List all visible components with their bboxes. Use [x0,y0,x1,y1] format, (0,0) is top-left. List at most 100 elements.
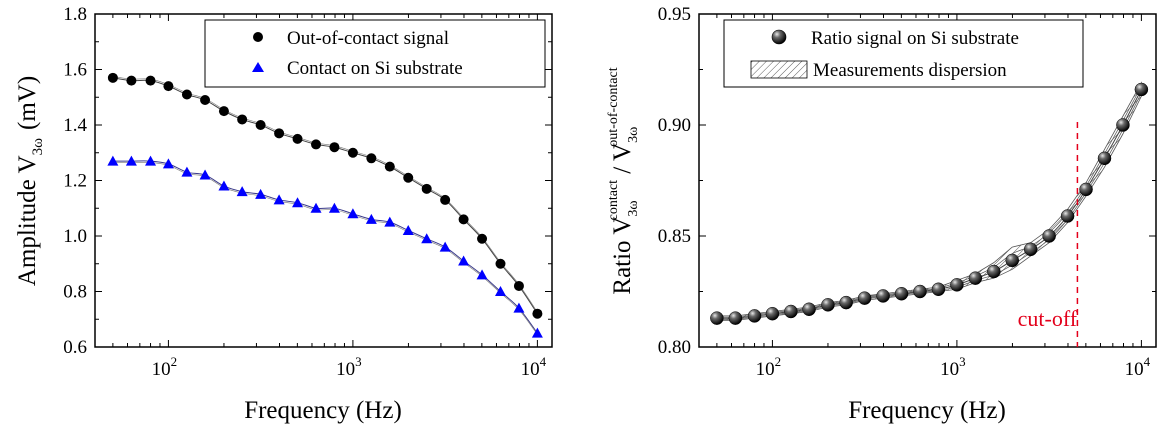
x-tick-label-exp: 4 [540,354,547,369]
legend-label-out-of-contact: Out-of-contact signal [287,28,449,49]
chart-right-ylabel-main: Ratio V [609,217,636,295]
chart-right-data-layer [710,81,1149,325]
data-point [1116,118,1130,132]
data-point [181,166,193,177]
data-point [821,298,835,312]
data-point [402,224,414,235]
data-point [913,284,927,299]
data-point [273,194,285,205]
data-point [292,197,304,208]
chart-left-data-layer [107,72,543,338]
data-point [495,258,506,269]
data-point [329,142,340,153]
data-point [765,306,780,321]
chart-left-ylabel: Amplitude V3ω (mV) [14,76,46,286]
data-point [1079,182,1093,197]
chart-right-ylabel-num-sup: contact [606,180,621,221]
data-point [163,81,174,92]
data-point [181,89,192,100]
chart-left-legend-box [204,19,546,88]
chart-right-ylabel-num-sub: 3ω [626,200,641,216]
data-point [1060,209,1075,223]
chart-right-ylabel-den-sub: 3ω [626,127,641,143]
data-point [125,155,137,166]
y-tick-label: 0.90 [658,115,691,136]
data-point [931,282,946,297]
chart-right-legend: Ratio signal on Si substrate Measurement… [723,19,1084,88]
y-tick-label: 0.80 [658,337,691,358]
data-point [1097,151,1112,166]
data-point [218,106,229,117]
data-point [1023,242,1038,257]
x-tick-label-base: 10 [940,359,959,380]
series-line-1 [112,77,538,314]
data-point [857,291,872,305]
data-point [310,202,322,213]
data-point [384,161,395,172]
data-point [403,172,414,183]
data-point [477,233,488,244]
x-tick-label-base: 10 [152,359,171,380]
data-point [255,188,267,199]
chart-left-ylabel-main: Amplitude V [14,155,41,286]
data-point [876,289,890,303]
data-point [1005,253,1019,268]
chart-right-ylabel-slash: / V [609,143,636,180]
data-point [107,155,119,166]
data-point [126,75,137,86]
data-point [494,286,506,296]
x-tick-label-base: 10 [1125,359,1144,380]
data-point [366,153,377,164]
data-point [968,271,983,285]
data-point [274,128,285,139]
y-tick-label: 1.8 [63,4,87,25]
y-tick-label: 1.6 [63,60,87,81]
data-point [199,169,211,180]
data-point [476,269,488,280]
x-tick-label-exp: 3 [959,354,966,369]
data-point [107,72,118,83]
data-point [328,202,340,213]
chart-left-ylabel-sub: 3ω [30,138,46,156]
x-tick-label: 103 [336,354,362,380]
x-tick-label-base: 10 [336,359,355,380]
legend-marker-ratio [771,29,787,45]
data-point [365,213,377,224]
data-point [802,302,816,317]
y-tick-label: 0.95 [658,4,691,25]
data-point [236,186,248,197]
data-point [1042,229,1056,243]
data-point [458,214,469,225]
data-point [384,216,396,227]
series-line-2 [112,160,538,334]
legend-label-ratio: Ratio signal on Si substrate [811,28,1019,49]
legend-label-dispersion: Measurements dispersion [813,60,1007,81]
data-point [439,241,451,252]
series-line-2-dispersion [112,162,538,335]
data-point [784,304,798,319]
data-point [292,133,303,144]
data-point [1134,82,1149,97]
data-point [839,295,853,310]
data-point [200,95,211,106]
data-point [894,286,909,301]
x-tick-label-base: 10 [756,359,775,380]
x-tick-label-base: 10 [521,359,540,380]
chart-left-ylabel-unit: (mV) [14,76,41,130]
cutoff-annotation: cut-off [1018,306,1078,331]
legend-label-contact: Contact on Si substrate [287,58,463,79]
y-tick-label: 1.4 [63,115,87,136]
x-tick-label-exp: 2 [775,354,782,369]
data-point [950,278,964,292]
data-point [145,75,156,86]
x-tick-label-exp: 4 [1144,354,1151,369]
legend-marker-out-of-contact [253,32,263,42]
chart-right-ylabel-den-sup: out-of-contact [606,67,621,146]
data-point [987,264,1001,279]
chart-left-xlabel: Frequency (Hz) [244,397,402,424]
data-point [440,194,451,205]
data-point [237,114,248,125]
